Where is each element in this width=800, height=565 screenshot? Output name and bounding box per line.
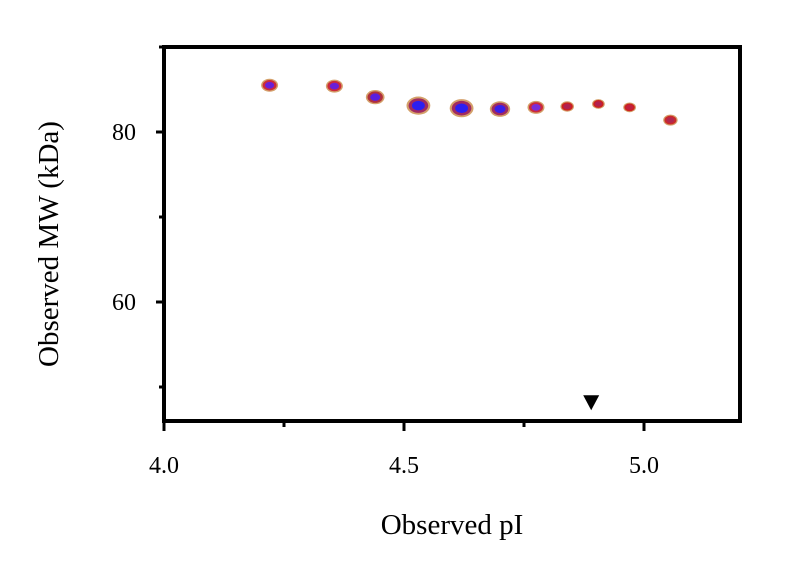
data-point [527, 100, 545, 114]
y-tick-label: 80 [112, 120, 136, 146]
spot-core [594, 101, 602, 107]
spot-core [370, 93, 381, 101]
spot-core [455, 103, 469, 113]
y-tick-label: 60 [112, 290, 136, 316]
spot-core [329, 82, 339, 90]
y-axis: 60 80 [112, 45, 164, 389]
data-point [663, 114, 678, 126]
plot-area [162, 45, 742, 423]
data-point [623, 102, 636, 113]
data-point [406, 96, 431, 115]
data-point [449, 99, 474, 118]
data-point [261, 78, 279, 92]
data-point [365, 90, 385, 105]
spot-core [563, 103, 571, 110]
data-points [261, 78, 678, 126]
data-point [592, 99, 605, 109]
arrowhead-marker [583, 395, 600, 411]
data-point [489, 101, 511, 117]
data-point [560, 101, 574, 112]
spot-core [494, 104, 506, 114]
y-axis-label: Observed MW (kDa) [33, 121, 65, 367]
spot-core [531, 103, 541, 111]
x-axis-label: Observed pI [381, 509, 524, 541]
x-tick-label: 4.0 [149, 453, 179, 479]
spot-core [265, 81, 275, 89]
x-tick-label: 4.5 [389, 453, 419, 479]
spot-core [626, 104, 634, 110]
x-axis: 4.0 4.5 5.0 [149, 421, 659, 479]
spot-core [411, 100, 425, 111]
spot-core [666, 117, 675, 123]
marker-layer [583, 395, 600, 411]
plot-frame [162, 45, 742, 423]
data-point [325, 79, 343, 93]
x-tick-label: 5.0 [629, 453, 659, 479]
